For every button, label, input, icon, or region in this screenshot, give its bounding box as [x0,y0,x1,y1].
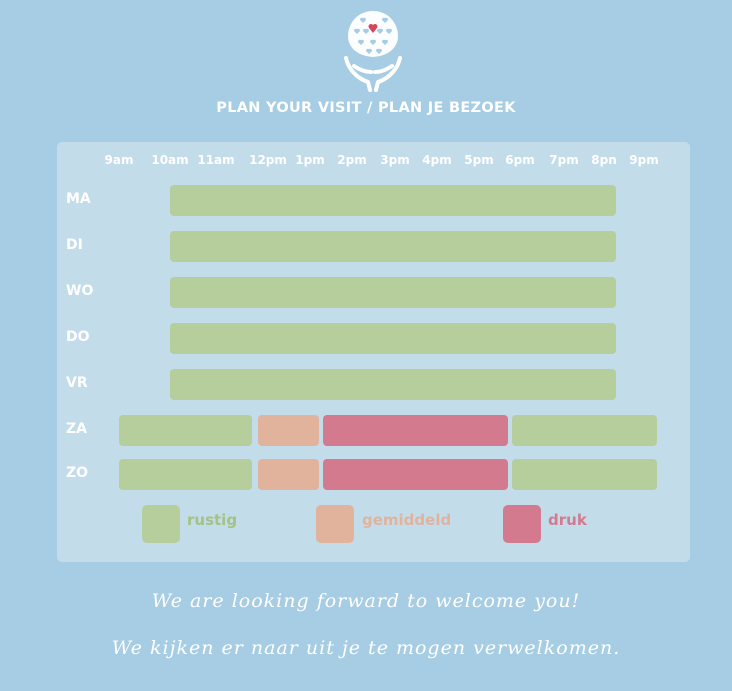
day-label-zo: ZO [66,465,89,481]
day-label-vr: VR [66,375,88,391]
bar-rustig [170,369,616,400]
hour-label: 5pm [464,153,494,167]
hour-label: 4pm [422,153,452,167]
bar-rustig [119,415,252,446]
hour-label: 1pm [295,153,325,167]
hour-label: 11am [197,153,235,167]
legend-swatch-gemiddeld [316,505,354,543]
day-label-wo: WO [66,283,94,299]
bar-rustig [170,323,616,354]
hour-label: 6pm [505,153,535,167]
day-label-ma: MA [66,191,91,207]
day-label-za: ZA [66,421,87,437]
bar-druk [323,415,508,446]
welcome-message-nl: We kijken er naar uit je te mogen verwel… [111,637,621,659]
bar-rustig [170,185,616,216]
bar-rustig [170,277,616,308]
bar-gemiddeld [258,459,319,490]
legend-label-druk: druk [548,511,587,529]
hour-label: 3pm [380,153,410,167]
bar-rustig [119,459,252,490]
hour-label: 8pn [591,153,617,167]
day-label-di: DI [66,237,83,253]
hour-label: 2pm [337,153,367,167]
hour-label: 9am [104,153,134,167]
legend-label-rustig: rustig [187,511,238,529]
welcome-message-en: We are looking forward to welcome you! [151,590,581,612]
hour-label: 7pm [549,153,579,167]
bar-rustig [170,231,616,262]
legend-swatch-druk [503,505,541,543]
legend-label-gemiddeld: gemiddeld [362,511,452,529]
hour-label: 12pm [249,153,287,167]
day-label-do: DO [66,329,90,345]
legend-swatch-rustig [142,505,180,543]
bar-rustig [512,459,657,490]
hands-holding-heart-tree-icon [344,11,402,92]
bar-druk [323,459,508,490]
hour-label: 9pm [629,153,659,167]
hour-label: 10am [151,153,189,167]
bar-gemiddeld [258,415,319,446]
bar-rustig [512,415,657,446]
page-title: PLAN YOUR VISIT / PLAN JE BEZOEK [216,100,516,116]
